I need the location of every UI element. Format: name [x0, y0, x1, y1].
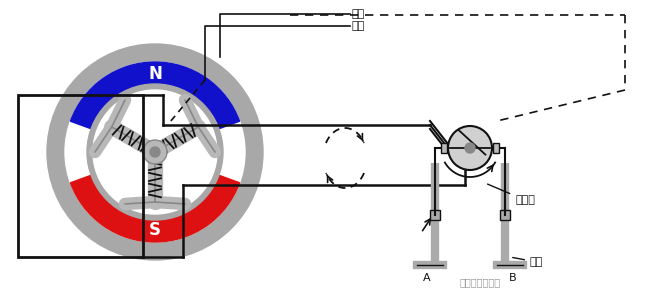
Circle shape	[65, 62, 245, 242]
Bar	[430, 210, 440, 220]
Wedge shape	[71, 175, 240, 242]
Text: A: A	[423, 273, 431, 283]
Circle shape	[87, 84, 223, 220]
Bar	[441, 143, 447, 153]
Bar	[493, 143, 499, 153]
Text: 电刷: 电刷	[513, 257, 543, 267]
Text: B: B	[509, 273, 517, 283]
Bar	[500, 210, 510, 220]
Circle shape	[143, 140, 167, 164]
Circle shape	[448, 126, 492, 170]
Text: S: S	[149, 221, 161, 239]
Text: N: N	[148, 65, 162, 83]
Circle shape	[93, 90, 217, 214]
Circle shape	[465, 143, 475, 153]
Circle shape	[150, 147, 160, 157]
Text: 汽车工程师之家: 汽车工程师之家	[459, 277, 500, 287]
Circle shape	[47, 44, 263, 260]
Text: 定子: 定子	[352, 9, 365, 19]
Text: 转子: 转子	[352, 21, 365, 31]
Wedge shape	[71, 62, 240, 129]
Bar	[18, 95, 143, 257]
Text: 换向器: 换向器	[487, 184, 535, 205]
